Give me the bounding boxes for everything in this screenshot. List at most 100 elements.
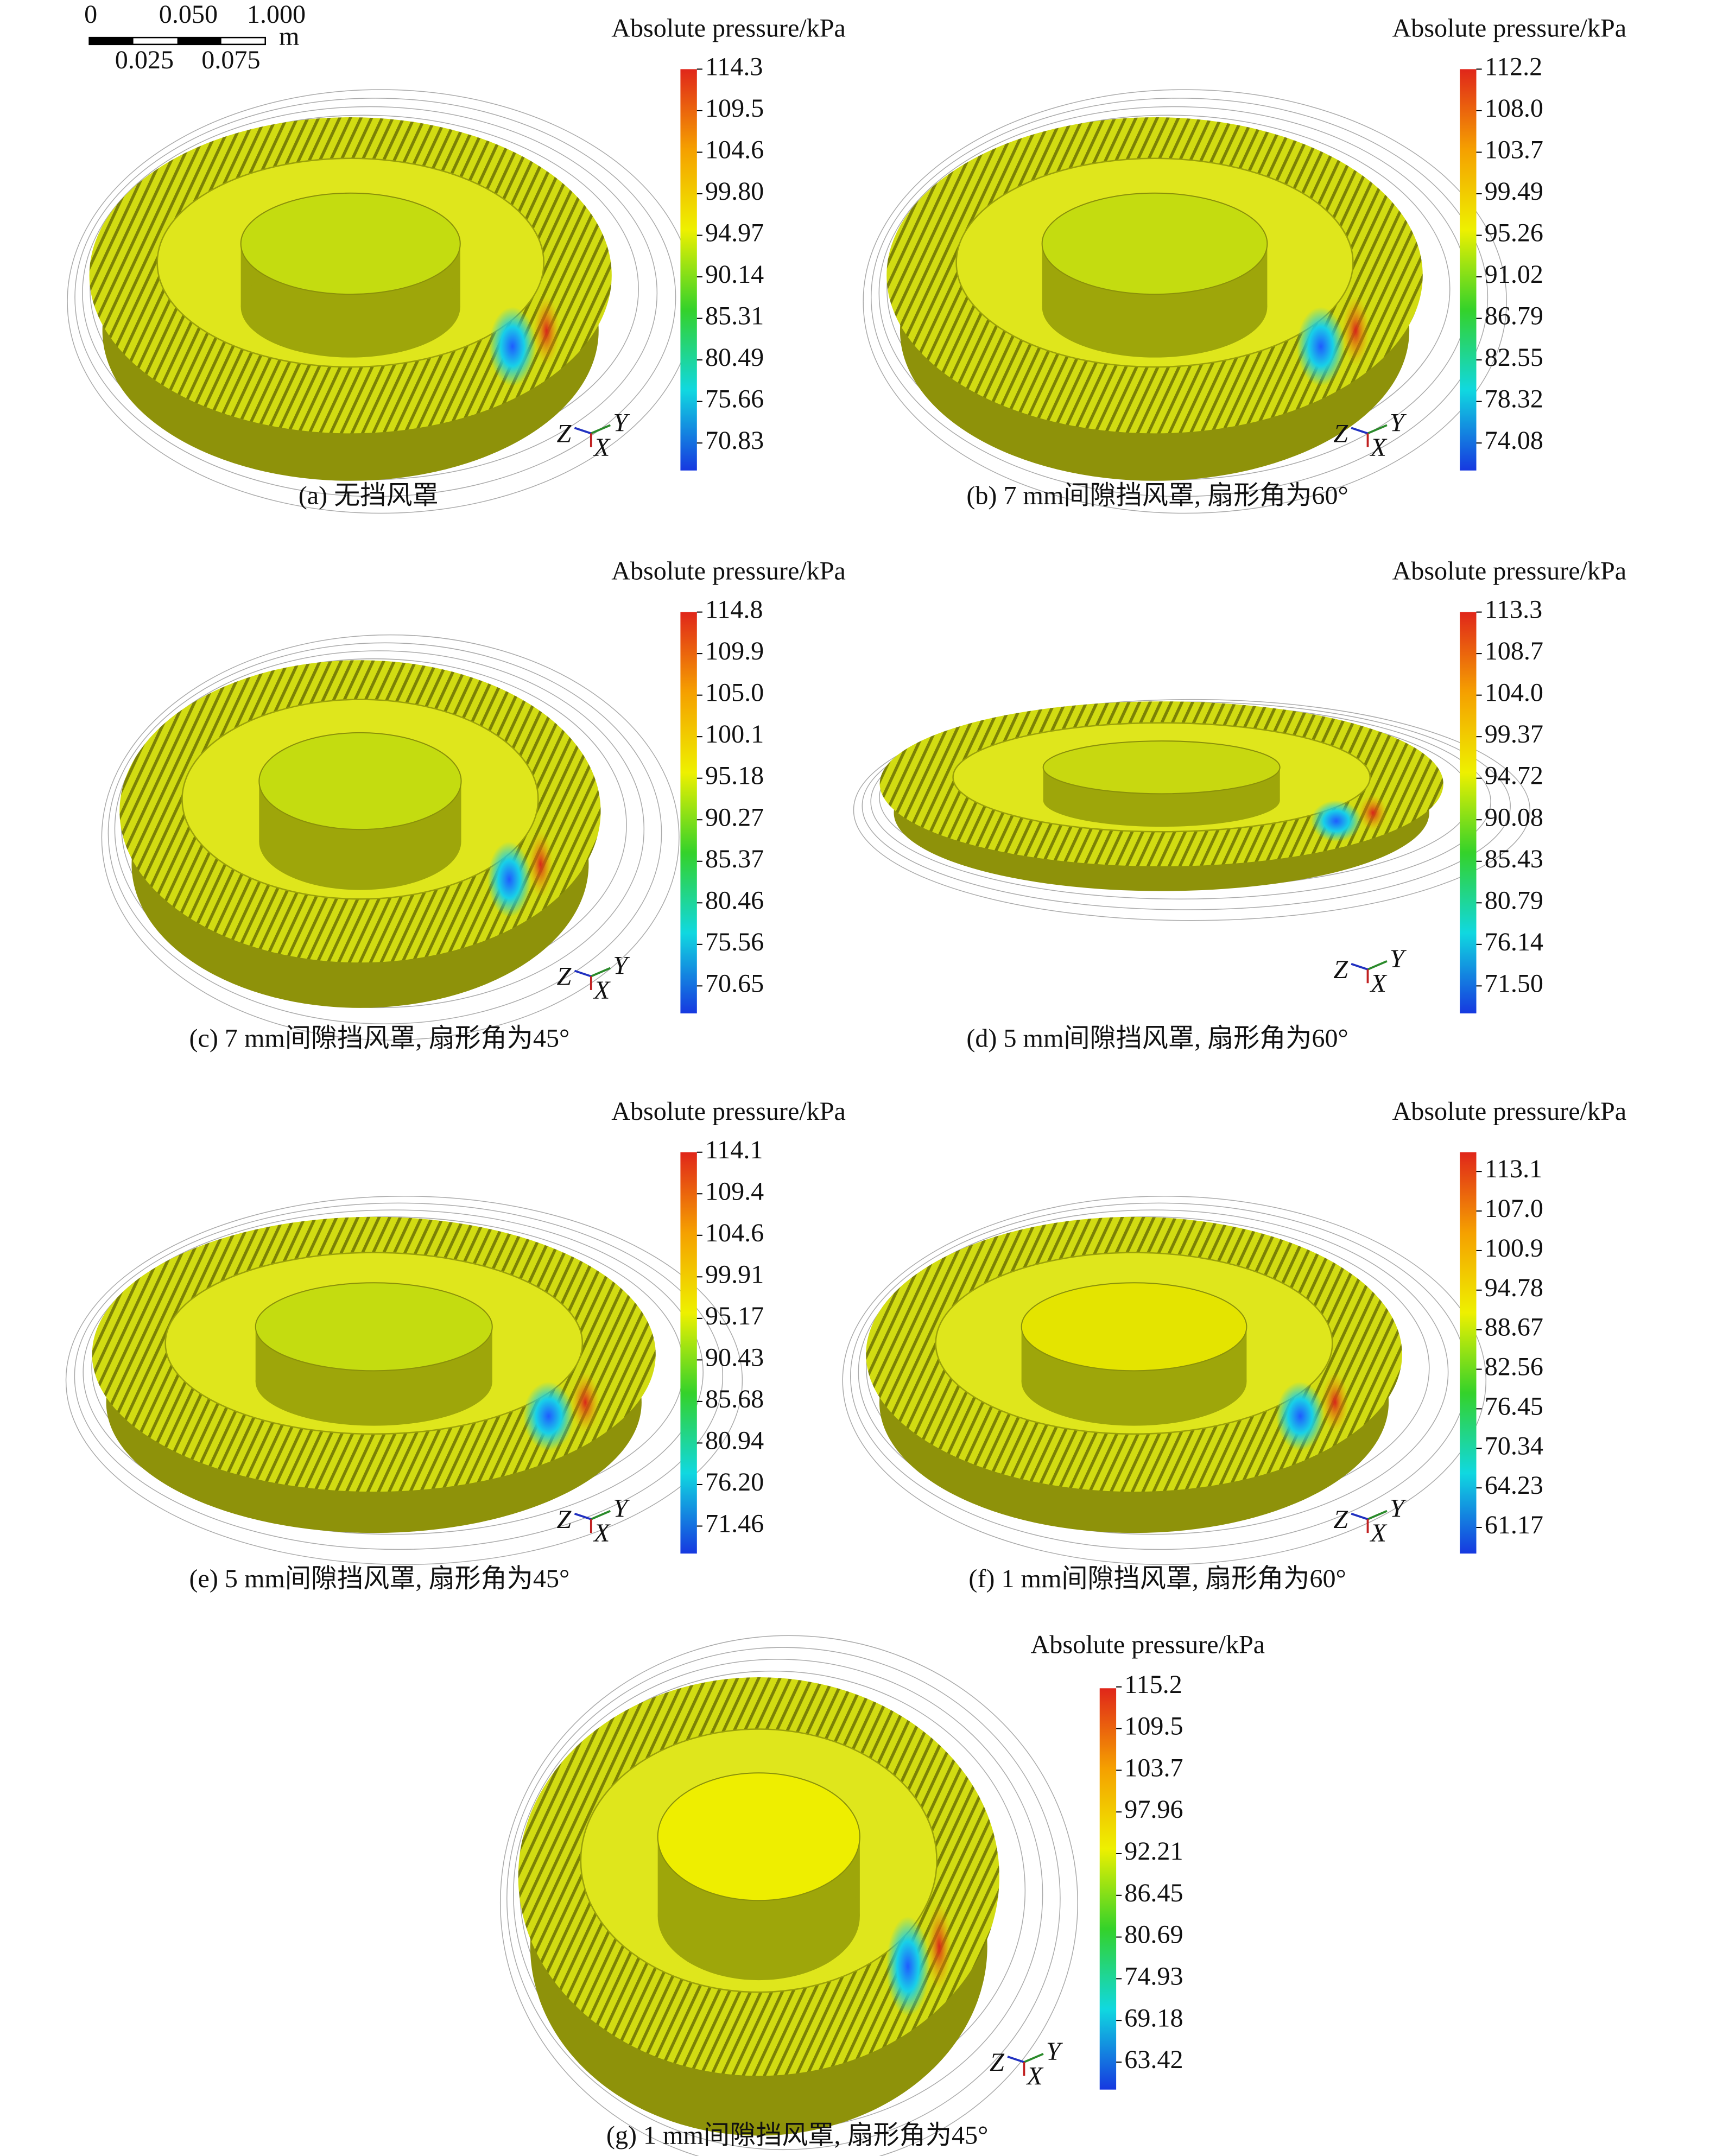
colorbar-label: 80.69 — [1124, 1920, 1183, 1949]
triad-axis — [591, 1510, 611, 1520]
colorbar-label: 70.34 — [1485, 1431, 1543, 1460]
colorbar-label: 99.49 — [1485, 177, 1543, 206]
panel: Z YX Absolute pressure/kPa 112.2 108.0 103.7 9… — [863, 14, 1627, 514]
colorbar-label: 104.6 — [705, 1219, 764, 1247]
colorbar — [1460, 612, 1477, 1013]
gear-spot — [528, 830, 553, 898]
colorbar-label: 112.2 — [1485, 52, 1542, 81]
gear-spot — [1310, 800, 1362, 842]
colorbar-label: 114.3 — [705, 52, 763, 81]
colorbar — [1099, 1688, 1117, 2090]
colorbar-label: 78.32 — [1485, 385, 1543, 414]
triad-label: X — [593, 976, 611, 1005]
legend-title: Absolute pressure/kPa — [1392, 1097, 1627, 1126]
colorbar-label: 76.14 — [1485, 928, 1543, 956]
triad-label: X — [593, 433, 611, 462]
streamline — [83, 1209, 704, 1535]
triad-label: X — [1370, 969, 1388, 998]
colorbar-label: 63.42 — [1124, 2045, 1183, 2074]
colorbar-label: 113.3 — [1485, 595, 1542, 624]
gear-spot — [1342, 296, 1370, 366]
scale-bar: 0 0.050 1.000 0.025 0.075 m — [84, 0, 306, 74]
colorbar — [680, 1152, 697, 1554]
triad-axis — [1367, 960, 1388, 971]
legend-title: Absolute pressure/kPa — [1031, 1630, 1265, 1659]
panel: Z YX Absolute pressure/kPa 115.2 109.5 103.7 9… — [500, 1630, 1265, 2156]
caption: (f) 1 mm间隙挡风罩, 扇形角为60° — [968, 1564, 1346, 1593]
colorbar-label: 105.0 — [705, 678, 764, 707]
gear-spot — [523, 1381, 574, 1451]
streamline — [101, 634, 680, 1041]
colorbar-label: 109.5 — [705, 94, 764, 123]
colorbar-label: 74.93 — [1124, 1962, 1183, 1990]
triad-axis — [574, 427, 592, 435]
gear-spot — [1359, 794, 1387, 831]
gear-spot — [1321, 1372, 1349, 1433]
panel: Z YX Absolute pressure/kPa 114.3 109.5 104.6 9… — [67, 14, 846, 514]
hub-top — [1041, 192, 1268, 295]
colorbar-label: 74.08 — [1485, 426, 1543, 455]
streamline — [114, 650, 645, 1009]
colorbar-label: 91.02 — [1485, 260, 1543, 289]
colorbar-label: 80.79 — [1485, 886, 1543, 915]
legend-title: Absolute pressure/kPa — [1392, 14, 1627, 43]
colorbar — [680, 612, 697, 1013]
colorbar-label: 95.26 — [1485, 219, 1543, 248]
colorbar-label: 75.56 — [705, 928, 764, 956]
colorbar — [1460, 69, 1477, 471]
colorbar-label: 90.14 — [705, 260, 764, 289]
scale-label: 1.000 — [247, 0, 306, 29]
colorbar-label: 100.9 — [1485, 1234, 1543, 1263]
colorbar-label: 108.7 — [1485, 637, 1543, 665]
triad-axis — [1351, 1512, 1369, 1520]
colorbar-label: 75.66 — [705, 385, 764, 414]
colorbar-label: 82.56 — [1485, 1353, 1543, 1381]
colorbar-label: 94.97 — [705, 219, 764, 248]
colorbar-label: 76.20 — [705, 1468, 764, 1496]
colorbar-label: 85.68 — [705, 1385, 764, 1413]
streamline — [842, 1196, 1487, 1565]
colorbar-label: 86.79 — [1485, 302, 1543, 331]
streamline — [107, 642, 662, 1024]
triad-axis — [1367, 424, 1388, 435]
triad-axis — [574, 1512, 592, 1520]
legend-title: Absolute pressure/kPa — [611, 557, 846, 586]
colorbar-label: 104.6 — [705, 136, 764, 164]
colorbar-label: 82.55 — [1485, 343, 1543, 372]
triad-label: Z — [557, 962, 572, 991]
streamline — [74, 1202, 724, 1550]
colorbar-label: 71.46 — [705, 1510, 764, 1538]
triad-label: Z — [557, 420, 572, 448]
triad-label: Z — [557, 1505, 572, 1534]
panel: Z YX Absolute pressure/kPa 113.1 107.0 100.9 9… — [842, 1097, 1627, 1593]
colorbar-label: 94.72 — [1485, 762, 1543, 790]
colorbar-label: 107.0 — [1485, 1194, 1543, 1223]
colorbar-label: 64.23 — [1485, 1471, 1543, 1500]
legend-title: Absolute pressure/kPa — [611, 1097, 846, 1126]
colorbar-label: 108.0 — [1485, 94, 1543, 123]
caption: (b) 7 mm间隙挡风罩, 扇形角为60° — [966, 481, 1348, 510]
triad-axis — [591, 424, 611, 435]
gear-spot — [886, 1916, 930, 2017]
colorbar — [680, 69, 697, 471]
streamline — [506, 1647, 1061, 2151]
gear-spot — [533, 296, 560, 366]
colorbar-label: 115.2 — [1124, 1670, 1182, 1699]
colorbar-label: 95.17 — [705, 1302, 764, 1330]
triad-axis — [574, 969, 592, 978]
colorbar-label: 104.0 — [1485, 678, 1543, 707]
colorbar-label: 109.9 — [705, 637, 764, 665]
colorbar-label: 99.80 — [705, 177, 764, 206]
triad-label: Z — [1333, 1505, 1348, 1534]
gear-spot — [571, 1372, 600, 1433]
colorbar-label: 70.65 — [705, 969, 764, 998]
colorbar-label: 90.27 — [705, 803, 764, 832]
colorbar-label: 85.37 — [705, 845, 764, 873]
caption: (e) 5 mm间隙挡风罩, 扇形角为45° — [189, 1564, 570, 1593]
triad-label: X — [1370, 1519, 1388, 1548]
triad-label: Y — [1390, 1494, 1407, 1523]
colorbar-label: 71.50 — [1485, 969, 1543, 998]
colorbar-label: 80.49 — [705, 343, 764, 372]
